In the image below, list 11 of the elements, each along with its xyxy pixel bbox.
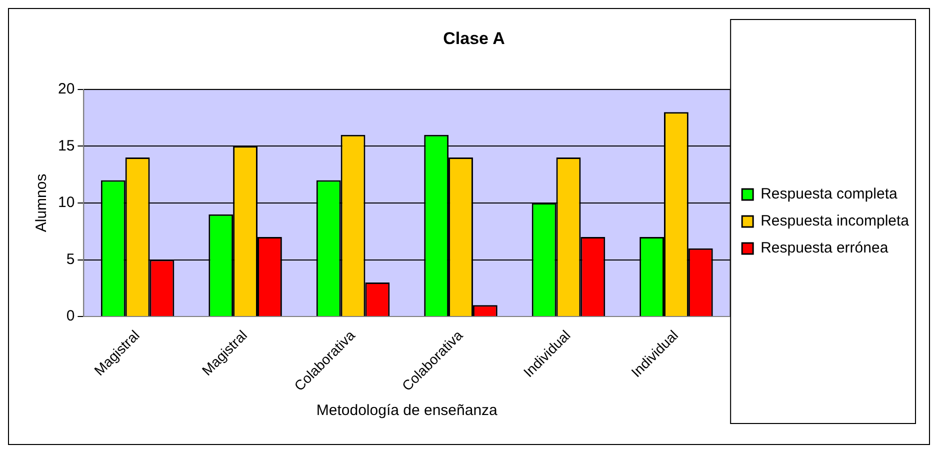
y-tick-label: 10 xyxy=(58,194,75,212)
y-tick-label: 0 xyxy=(66,308,75,325)
legend-label: Respuesta incompleta xyxy=(760,212,910,230)
y-tick-label: 5 xyxy=(66,250,75,268)
legend-label: Respuesta errónea xyxy=(760,240,889,257)
legend-label: Respuesta completa xyxy=(760,186,898,203)
y-tick-label: 20 xyxy=(58,80,75,98)
y-axis-title: Alumnos xyxy=(33,174,50,232)
x-axis-title: Metodología de enseñanza xyxy=(316,402,498,420)
chart-title: Clase A xyxy=(443,28,505,48)
y-tick-label: 15 xyxy=(58,137,75,154)
